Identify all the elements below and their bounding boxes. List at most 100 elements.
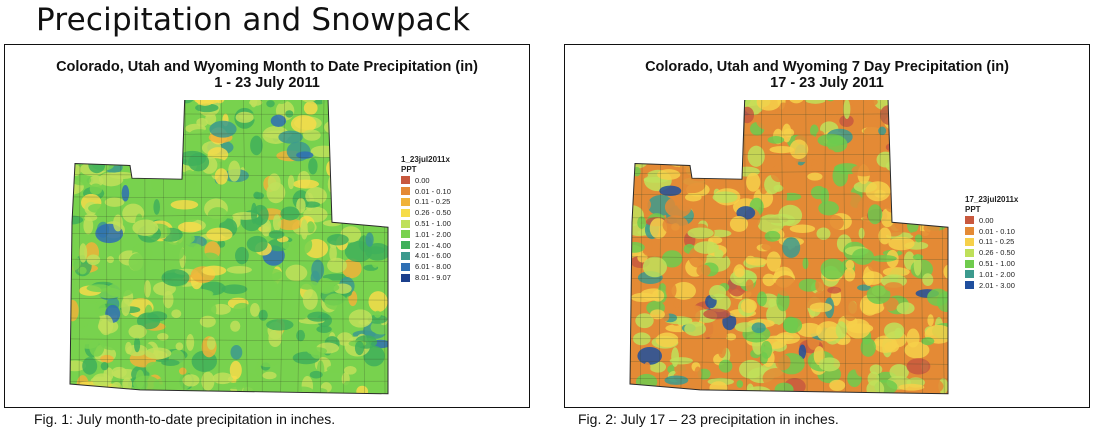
precipitation-patch <box>329 244 337 262</box>
precipitation-patch <box>652 289 665 302</box>
legend-swatch <box>965 270 974 279</box>
county-boundary <box>200 100 204 394</box>
precipitation-patch <box>714 249 724 259</box>
precipitation-patch <box>807 172 823 181</box>
precipitation-patch <box>70 183 78 194</box>
precipitation-patch <box>721 155 728 174</box>
precipitation-patch <box>104 153 128 166</box>
precipitation-patch <box>642 238 653 256</box>
precipitation-patch <box>817 133 845 147</box>
precipitation-patch <box>630 145 638 166</box>
precipitation-patch <box>272 214 282 232</box>
precipitation-patch <box>168 105 182 127</box>
precipitation-patch <box>899 154 914 163</box>
precipitation-patch <box>876 151 895 168</box>
precipitation-patch <box>226 266 252 274</box>
precipitation-patch <box>659 185 682 197</box>
precipitation-patch <box>717 338 727 359</box>
precipitation-patch <box>630 100 643 105</box>
precipitation-patch <box>836 192 864 213</box>
county-boundary <box>879 100 881 394</box>
precipitation-patch <box>206 227 233 242</box>
precipitation-patch <box>115 112 133 127</box>
precipitation-patch <box>677 176 706 194</box>
precipitation-patch <box>936 190 948 203</box>
precipitation-patch <box>83 217 94 235</box>
precipitation-patch <box>312 388 328 394</box>
precipitation-patch <box>308 158 318 175</box>
precipitation-patch <box>285 110 294 118</box>
precipitation-patch <box>253 192 265 200</box>
precipitation-patch <box>350 115 360 134</box>
precipitation-patch <box>266 319 294 331</box>
map-title-line2: 1 - 23 July 2011 <box>214 75 320 91</box>
legend-label: 0.51 - 1.00 <box>979 259 1015 269</box>
precipitation-patch <box>644 100 669 110</box>
precipitation-patch <box>109 171 135 180</box>
precipitation-patch <box>71 174 92 186</box>
precipitation-patch <box>630 129 644 139</box>
precipitation-patch <box>751 322 766 334</box>
precipitation-patch <box>281 161 294 175</box>
precipitation-patch <box>121 297 131 317</box>
precipitation-patch <box>906 328 920 348</box>
precipitation-patch <box>740 231 763 245</box>
precipitation-patch <box>923 202 942 220</box>
precipitation-patch <box>70 131 77 140</box>
precipitation-patch <box>746 383 754 394</box>
precipitation-patch <box>856 109 879 123</box>
precipitation-patch <box>327 257 347 273</box>
precipitation-patch <box>86 122 97 137</box>
precipitation-patch <box>687 227 714 239</box>
precipitation-patch <box>291 234 313 255</box>
precipitation-patch <box>336 153 358 163</box>
precipitation-patch <box>182 374 200 387</box>
precipitation-patch <box>943 264 948 280</box>
legend-subtitle: PPT <box>401 165 417 174</box>
precipitation-patch <box>903 143 920 154</box>
county-boundary <box>744 100 747 394</box>
precipitation-patch <box>930 189 948 210</box>
precipitation-patch <box>160 262 175 271</box>
precipitation-patch <box>818 357 841 372</box>
precipitation-patch <box>665 281 677 299</box>
precipitation-patch <box>810 185 827 200</box>
map-title: Colorado, Utah and Wyoming Month to Date… <box>5 59 529 91</box>
legend-label: 1.01 - 2.00 <box>415 229 451 239</box>
precipitation-patch <box>266 182 286 204</box>
precipitation-patch <box>760 340 773 359</box>
precipitation-patch <box>70 164 82 177</box>
page-heading: Precipitation and Snowpack <box>36 2 471 38</box>
precipitation-patch <box>290 115 317 133</box>
precipitation-patch <box>100 100 123 108</box>
precipitation-patch <box>910 231 932 238</box>
precipitation-patch <box>165 100 186 103</box>
county-boundary <box>297 100 302 394</box>
precipitation-patch <box>945 208 948 228</box>
precipitation-patch <box>368 291 388 313</box>
legend-item: 0.26 - 0.50 <box>965 247 1018 258</box>
legend-item: 4.01 - 6.00 <box>401 251 451 262</box>
precipitation-patch <box>773 184 784 192</box>
map-legend: 1_23jul2011x PPT 0.00 0.01 - 0.10 0.11 - 0… <box>401 155 451 283</box>
precipitation-patch <box>940 168 948 189</box>
precipitation-patch <box>637 138 656 155</box>
precipitation-patch <box>709 285 727 300</box>
precipitation-patch <box>844 267 856 282</box>
precipitation-patch <box>128 115 141 129</box>
precipitation-patch <box>145 361 161 374</box>
precipitation-patch <box>922 273 934 286</box>
precipitation-patch <box>372 167 388 189</box>
legend-label: 4.01 - 6.00 <box>415 251 451 261</box>
county-boundary <box>70 338 388 342</box>
precipitation-patch <box>267 280 278 292</box>
precipitation-patch <box>233 302 252 316</box>
precipitation-patch <box>367 165 381 176</box>
precipitation-patch <box>186 334 195 351</box>
precipitation-patch <box>365 113 382 126</box>
precipitation-patch <box>130 125 151 139</box>
county-boundary <box>261 100 263 394</box>
precipitation-patch <box>250 303 260 317</box>
precipitation-patch <box>338 109 359 118</box>
precipitation-patch <box>679 156 705 176</box>
